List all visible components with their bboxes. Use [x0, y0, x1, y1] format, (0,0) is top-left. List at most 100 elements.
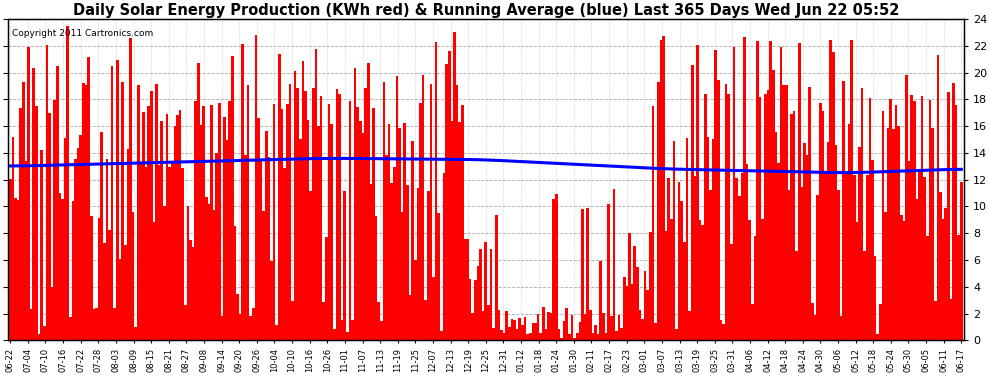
Bar: [41, 150, 43, 340]
Bar: [163, 206, 165, 340]
Bar: [270, 261, 273, 340]
Title: Daily Solar Energy Production (KWh red) & Running Average (blue) Last 365 Days W: Daily Solar Energy Production (KWh red) …: [72, 3, 899, 18]
Bar: [283, 168, 286, 340]
Bar: [552, 199, 555, 340]
Bar: [181, 168, 184, 340]
Bar: [339, 94, 341, 340]
Bar: [629, 233, 631, 340]
Bar: [798, 43, 801, 340]
Bar: [315, 49, 317, 340]
Bar: [165, 114, 168, 340]
Bar: [900, 215, 903, 340]
Bar: [129, 38, 132, 340]
Bar: [824, 173, 827, 340]
Bar: [122, 82, 124, 340]
Bar: [291, 301, 294, 340]
Bar: [447, 51, 450, 340]
Bar: [741, 173, 743, 340]
Bar: [168, 167, 171, 340]
Bar: [372, 108, 375, 340]
Bar: [803, 143, 806, 340]
Bar: [56, 66, 58, 341]
Bar: [600, 261, 602, 340]
Bar: [221, 316, 223, 340]
Bar: [592, 333, 594, 340]
Bar: [124, 245, 127, 340]
Bar: [469, 279, 471, 340]
Bar: [474, 280, 476, 340]
Bar: [863, 251, 866, 340]
Bar: [657, 82, 659, 340]
Bar: [745, 164, 748, 340]
Bar: [699, 220, 701, 340]
Bar: [66, 26, 69, 341]
Bar: [838, 190, 840, 340]
Bar: [249, 316, 251, 340]
Bar: [254, 35, 257, 340]
Bar: [576, 333, 578, 340]
Bar: [409, 295, 411, 340]
Bar: [20, 108, 22, 340]
Bar: [77, 148, 79, 340]
Bar: [733, 47, 736, 340]
Bar: [310, 190, 312, 340]
Bar: [30, 309, 33, 340]
Bar: [390, 183, 393, 340]
Bar: [952, 83, 954, 340]
Bar: [281, 109, 283, 340]
Bar: [446, 64, 447, 340]
Bar: [63, 138, 66, 340]
Bar: [176, 115, 179, 340]
Bar: [594, 325, 597, 340]
Bar: [278, 54, 281, 340]
Bar: [90, 216, 92, 340]
Bar: [346, 332, 348, 340]
Bar: [317, 126, 320, 341]
Bar: [725, 84, 728, 340]
Bar: [422, 75, 425, 340]
Bar: [333, 329, 336, 340]
Bar: [584, 314, 586, 340]
Bar: [210, 105, 213, 340]
Bar: [385, 155, 388, 340]
Bar: [58, 193, 61, 340]
Bar: [189, 240, 192, 340]
Bar: [132, 211, 135, 340]
Bar: [654, 323, 657, 340]
Bar: [814, 315, 817, 340]
Bar: [667, 178, 670, 340]
Bar: [728, 94, 730, 340]
Bar: [377, 302, 380, 340]
Bar: [717, 80, 720, 340]
Bar: [764, 94, 766, 340]
Bar: [871, 160, 874, 340]
Bar: [830, 40, 832, 340]
Bar: [918, 170, 921, 340]
Bar: [92, 309, 95, 340]
Bar: [916, 199, 918, 340]
Bar: [425, 300, 427, 340]
Bar: [364, 87, 367, 340]
Bar: [79, 135, 82, 340]
Bar: [443, 173, 446, 340]
Bar: [664, 231, 667, 340]
Bar: [832, 52, 835, 340]
Bar: [751, 304, 753, 340]
Bar: [651, 105, 654, 340]
Bar: [157, 165, 160, 340]
Bar: [307, 120, 310, 340]
Bar: [466, 240, 469, 340]
Bar: [934, 301, 937, 340]
Bar: [396, 76, 398, 340]
Bar: [388, 124, 390, 340]
Bar: [262, 211, 265, 340]
Bar: [819, 103, 822, 340]
Bar: [505, 310, 508, 340]
Bar: [887, 128, 889, 340]
Bar: [275, 325, 278, 340]
Bar: [756, 41, 759, 340]
Bar: [926, 236, 929, 340]
Bar: [581, 209, 584, 340]
Bar: [704, 94, 707, 340]
Bar: [613, 189, 615, 340]
